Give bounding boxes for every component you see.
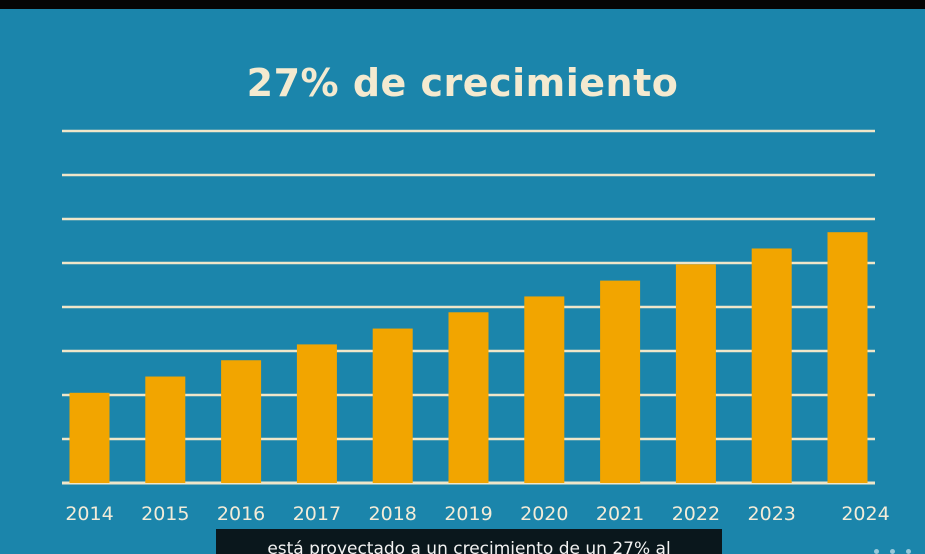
x-tick-label: 2023 <box>748 503 796 525</box>
bar-2014 <box>69 392 110 483</box>
x-tick-label: 2022 <box>672 503 720 525</box>
more-options-icon[interactable] <box>868 540 918 554</box>
bar-2017 <box>296 344 337 483</box>
bar-2020 <box>524 296 565 483</box>
x-tick-label: 2018 <box>369 503 417 525</box>
bar-2015 <box>145 376 186 483</box>
bar-2018 <box>372 328 413 483</box>
x-tick-label: 2014 <box>65 503 113 525</box>
bar-chart: 2014 2015 2016 2017 2018 2019 2020 2021 2022 2023… <box>62 129 890 525</box>
chart-slide: 27% de crecimiento 2014 2015 2016 2017 2018 2… <box>0 9 925 554</box>
x-tick-label: 2016 <box>217 503 265 525</box>
x-tick-label: 2017 <box>293 503 341 525</box>
bar-2016 <box>221 360 262 483</box>
bar-2022 <box>675 264 716 483</box>
x-tick-label: 2019 <box>444 503 492 525</box>
top-bar <box>0 0 925 9</box>
bar-2019 <box>448 312 489 483</box>
x-tick-label: 2015 <box>141 503 189 525</box>
x-tick-label: 2021 <box>596 503 644 525</box>
x-tick-label: 2024 <box>841 503 889 525</box>
bar-2021 <box>600 280 641 483</box>
chart-title: 27% de crecimiento <box>246 61 679 105</box>
x-tick-label: 2020 <box>520 503 568 525</box>
bar-2024 <box>827 232 868 483</box>
bar-2023 <box>751 248 792 483</box>
subtitle-caption: está proyectado a un crecimiento de un 2… <box>216 529 722 554</box>
